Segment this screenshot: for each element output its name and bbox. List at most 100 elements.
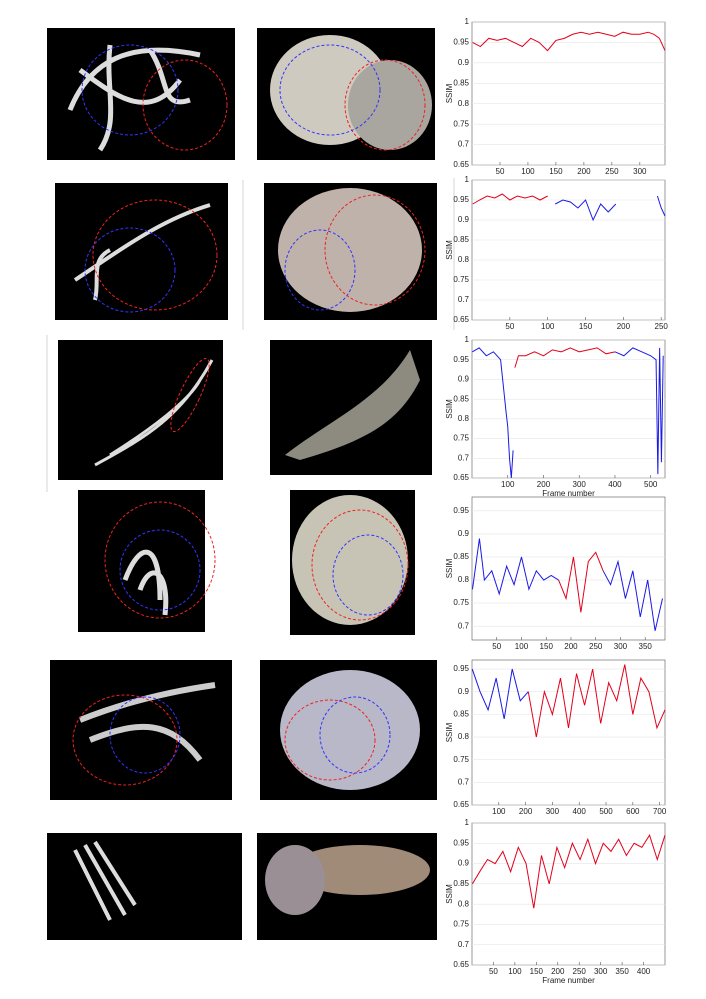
surface [285,350,420,460]
y-tick-label: 0.65 [453,960,469,969]
x-tick-label: 100 [501,480,515,489]
y-tick-label: 0.65 [453,315,469,324]
vessel [73,203,211,301]
red-ellipse [284,699,376,781]
y-tick-label: 1 [465,335,470,344]
x-tick-label: 350 [615,967,629,976]
blue-ellipse [279,44,381,136]
x-tick-label: 300 [614,642,628,651]
y-tick-label: 0.8 [458,414,470,423]
x-tick-label: 200 [537,480,551,489]
vessel-image [50,660,232,800]
y-tick-label: 0.75 [453,598,469,607]
ssim-line [555,195,666,222]
x-tick-label: 150 [530,967,544,976]
x-tick-label: 200 [551,967,565,976]
plot-frame [471,496,666,641]
ssim-line [558,551,604,613]
y-tick-label: 0.9 [458,859,470,868]
y-axis-label: SSIM [445,240,454,260]
y-tick-label: 0.9 [458,529,470,538]
x-tick-label: 100 [521,167,535,176]
y-tick-label: 0.8 [458,255,470,264]
y-axis-label: SSIM [445,83,454,103]
y-tick-label: 0.75 [453,920,469,929]
red-ellipse [72,694,178,786]
x-tick-label: 50 [489,967,498,976]
y-tick-label: 0.65 [453,800,469,809]
y-tick-label: 0.75 [453,434,469,443]
y-axis-label: SSIM [445,722,454,742]
x-tick-label: 250 [605,167,619,176]
vessel [122,549,169,616]
x-tick-label: 300 [573,480,587,489]
y-tick-label: 0.85 [453,394,469,403]
x-tick-label: 300 [594,967,608,976]
plot-frame [471,659,666,806]
surface [292,495,408,625]
surface [265,845,325,915]
ssim-line [472,193,548,205]
ssim-line [527,664,666,738]
y-tick-label: 0.8 [458,99,470,108]
ssim-line [472,347,664,479]
y-axis-label: SSIM [445,399,454,419]
y-tick-label: 0.8 [458,899,470,908]
y-tick-label: 0.75 [453,755,469,764]
blue-ellipse [332,534,404,616]
image-panels [47,28,437,940]
x-tick-label: 150 [549,167,563,176]
vessel [73,840,137,921]
y-tick-label: 0.75 [453,275,469,284]
vessel [67,44,201,152]
red-ellipse [170,358,210,432]
y-axis-label: SSIM [445,884,454,904]
y-tick-label: 0.85 [453,235,469,244]
y-tick-label: 0.95 [453,355,469,364]
y-tick-label: 0.95 [453,38,469,47]
x-tick-label: 300 [633,167,647,176]
x-tick-label: 500 [644,480,658,489]
surface [290,845,430,895]
x-tick-label: 400 [573,807,587,816]
plot-frame [471,21,666,166]
vessel-image [78,490,205,632]
y-axis-label: SSIM [445,558,454,578]
y-tick-label: 0.7 [458,777,470,786]
x-tick-label: 600 [626,807,640,816]
y-tick-label: 0.95 [453,838,469,847]
x-tick-label: 350 [639,642,653,651]
red-ellipse [142,59,228,151]
y-tick-label: 0.9 [458,58,470,67]
x-tick-label: 400 [637,967,651,976]
y-tick-label: 1 [465,818,470,827]
x-tick-label: 200 [519,807,533,816]
y-tick-label: 0.85 [453,879,469,888]
ssim-line [472,833,666,909]
y-tick-label: 0.95 [453,664,469,673]
x-tick-label: 150 [579,322,593,331]
x-axis-label: Frame number [542,976,595,985]
y-tick-label: 0.85 [453,709,469,718]
x-tick-label: 100 [492,807,506,816]
y-tick-label: 0.8 [458,575,470,584]
vessel [94,359,214,467]
x-tick-label: 100 [541,322,555,331]
y-tick-label: 0.95 [453,195,469,204]
surface [278,188,422,312]
blue-ellipse [119,529,201,611]
x-tick-label: 100 [515,642,529,651]
y-tick-label: 0.9 [458,375,470,384]
red-ellipse [311,509,409,621]
blue-ellipse [84,227,176,313]
x-tick-label: 150 [540,642,554,651]
x-tick-label: 200 [564,642,578,651]
y-tick-label: 0.75 [453,119,469,128]
red-ellipse [344,59,426,151]
ssim-line [472,31,666,52]
y-tick-label: 0.7 [458,621,470,630]
red-ellipse [104,501,216,619]
ssim-line [471,668,529,720]
ssim-line [514,347,616,368]
